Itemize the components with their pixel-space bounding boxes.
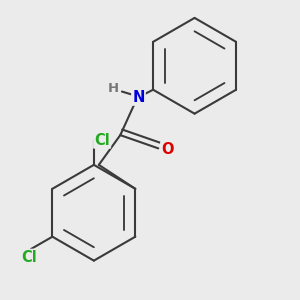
Text: Cl: Cl bbox=[21, 250, 37, 265]
Text: Cl: Cl bbox=[94, 133, 110, 148]
Text: H: H bbox=[108, 82, 119, 95]
Text: O: O bbox=[161, 142, 174, 158]
Text: N: N bbox=[132, 90, 145, 105]
